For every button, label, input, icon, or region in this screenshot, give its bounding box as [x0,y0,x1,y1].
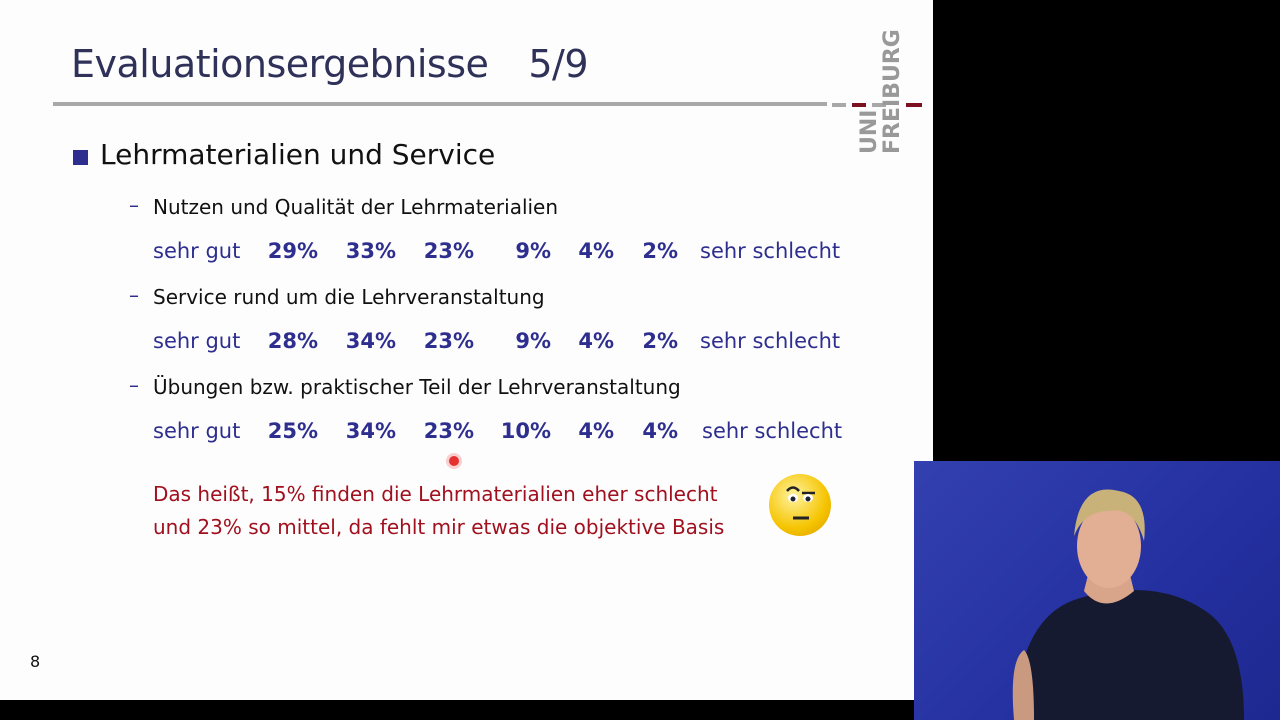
rating-percent: 23% [423,419,474,443]
title-rule [53,102,827,106]
dash-marker: – [129,373,139,397]
rating-percent: 25% [267,419,318,443]
page-number: 8 [30,652,41,671]
slide-title: Evaluationsergebnisse 5/9 [71,42,589,86]
item-label: Nutzen und Qualität der Lehrmaterialien [153,195,559,219]
rating-percent: 9% [515,239,551,263]
dash-marker: – [129,193,139,217]
scale-left-label: sehr gut [153,239,241,263]
rating-percent: 2% [642,329,678,353]
rating-row: sehr gut 28% 34% 23% 9% 4% 2% sehr schlecht [0,329,933,359]
bullet-square [73,150,88,165]
rating-percent: 4% [578,239,614,263]
comment-line-2: und 23% so mittel, da fehlt mir etwas di… [153,515,725,539]
scale-left-label: sehr gut [153,419,241,443]
item-label: Übungen bzw. praktischer Teil der Lehrve… [153,375,681,399]
scale-left-label: sehr gut [153,329,241,353]
item-label: Service rund um die Lehrveranstaltung [153,285,545,309]
rating-percent: 23% [423,329,474,353]
scale-right-label: sehr schlecht [700,239,841,263]
scale-right-label: sehr schlecht [700,329,841,353]
rating-percent: 23% [423,239,474,263]
rating-percent: 33% [345,239,396,263]
comment-text: Das heißt, 15% finden die Lehrmaterialie… [153,478,724,544]
presenter-video [914,461,1280,720]
title-page: 5/9 [528,42,589,86]
rating-percent: 10% [500,419,551,443]
laser-pointer [449,456,459,466]
skeptical-face-emoji-icon [769,474,831,536]
rating-percent: 4% [642,419,678,443]
svg-text:UNI: UNI [857,110,882,154]
rating-percent: 29% [267,239,318,263]
rating-percent: 4% [578,419,614,443]
uni-freiburg-logo: UNI FREIBURG [832,29,922,154]
slide: Evaluationsergebnisse 5/9 UNI FREIBURG Le… [0,0,933,700]
rating-percent: 2% [642,239,678,263]
rating-percent: 4% [578,329,614,353]
rating-percent: 34% [345,419,396,443]
section-heading: Lehrmaterialien und Service [100,138,496,171]
rating-row: sehr gut 29% 33% 23% 9% 4% 2% sehr schlecht [0,239,933,269]
svg-text:FREIBURG: FREIBURG [880,29,905,154]
comment-line-1: Das heißt, 15% finden die Lehrmaterialie… [153,482,718,506]
rating-percent: 34% [345,329,396,353]
rating-percent: 9% [515,329,551,353]
scale-right-label: sehr schlecht [702,419,843,443]
dash-marker: – [129,283,139,307]
rating-percent: 28% [267,329,318,353]
rating-row: sehr gut 25% 34% 23% 10% 4% 4% sehr schlecht [0,419,933,449]
title-text: Evaluationsergebnisse [71,42,489,86]
